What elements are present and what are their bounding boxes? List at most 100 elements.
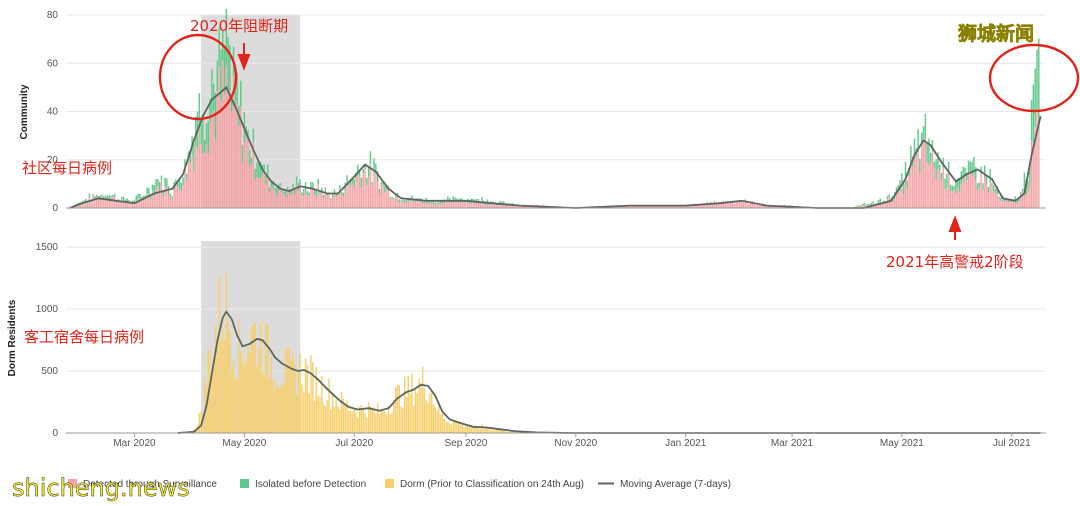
dorm-bar	[292, 352, 294, 433]
dorm-bar	[398, 385, 400, 433]
surveillance-bar	[672, 205, 674, 208]
isolated-bar	[200, 123, 202, 145]
surveillance-bar	[627, 206, 629, 208]
legend: Detected through Surveillance Isolated be…	[68, 479, 731, 490]
dorm-bar	[261, 371, 264, 433]
surveillance-bar	[749, 201, 752, 208]
dorm-bar	[468, 426, 471, 433]
isolated-bar	[182, 177, 184, 186]
surveillance-bar	[225, 65, 228, 209]
dorm-bar	[512, 430, 514, 433]
surveillance-bar	[897, 188, 899, 208]
dorm-bar	[474, 425, 476, 433]
surveillance-bar	[241, 161, 244, 208]
isolated-bar	[937, 152, 939, 170]
isolated-bar	[987, 186, 990, 193]
surveillance-bar	[285, 197, 287, 208]
isolated-bar	[984, 165, 986, 178]
surveillance-bar	[348, 185, 350, 208]
surveillance-bar	[915, 156, 918, 208]
surveillance-bar	[200, 144, 202, 208]
dorm-bar	[250, 325, 253, 433]
circuit-breaker-annotation: 2020年阻断期	[190, 17, 288, 35]
surveillance-bar	[461, 201, 464, 208]
surveillance-bar	[308, 195, 310, 208]
surveillance-bar	[229, 90, 231, 208]
dorm-bar	[214, 325, 217, 433]
surveillance-bar	[924, 138, 927, 208]
surveillance-bar	[375, 172, 377, 208]
surveillance-bar	[463, 203, 465, 208]
surveillance-bar	[708, 204, 710, 208]
surveillance-bar	[695, 204, 698, 208]
surveillance-bar	[122, 198, 125, 208]
x-tick-label: Mar 2021	[771, 438, 814, 449]
surveillance-bar	[1023, 186, 1026, 208]
surveillance-bar	[214, 138, 217, 208]
surveillance-bar	[202, 153, 204, 208]
isolated-bar	[299, 179, 301, 185]
surveillance-bar	[389, 199, 391, 208]
surveillance-bar	[104, 197, 107, 208]
isolated-bar	[331, 193, 334, 198]
isolated-bar	[322, 195, 325, 199]
surveillance-bar	[194, 145, 197, 208]
surveillance-bar	[130, 203, 132, 208]
isolated-bar	[908, 167, 910, 177]
surveillance-bar	[135, 200, 137, 208]
isolated-bar	[178, 179, 181, 189]
surveillance-bar	[485, 204, 487, 208]
surveillance-bar	[472, 202, 474, 208]
isolated-bar	[99, 196, 101, 198]
surveillance-bar	[439, 202, 442, 208]
surveillance-bar	[360, 187, 363, 208]
surveillance-bar	[1005, 200, 1008, 208]
dorm-bar	[216, 339, 219, 433]
surveillance-bar	[420, 201, 422, 208]
surveillance-bar	[402, 201, 404, 208]
isolated-bar	[865, 204, 867, 207]
isolated-bar	[929, 152, 932, 163]
isolated-bar	[957, 178, 959, 188]
surveillance-bar	[769, 205, 772, 208]
dorm-bar	[357, 417, 359, 433]
surveillance-bar	[421, 203, 424, 208]
isolated-bar	[274, 188, 276, 191]
surveillance-bar	[890, 200, 892, 208]
surveillance-bar	[366, 185, 368, 208]
x-tick-label: Jul 2020	[335, 438, 373, 449]
brand-title: 狮城新闻	[958, 22, 1034, 45]
surveillance-bar	[94, 198, 96, 208]
dorm-bar	[213, 357, 215, 433]
dorm-bar	[364, 413, 366, 433]
surveillance-bar	[888, 196, 890, 208]
dorm-bar	[506, 431, 509, 433]
y-tick-label: 1000	[36, 304, 59, 315]
dorm-bar	[488, 427, 491, 433]
surveillance-bar	[149, 199, 152, 208]
isolated-bar	[92, 194, 94, 196]
dorm-bar	[452, 421, 455, 433]
isolated-bar	[283, 191, 285, 194]
surveillance-bar	[679, 205, 682, 208]
surveillance-bar	[380, 184, 382, 208]
dorm-bar	[394, 387, 397, 433]
surveillance-bar	[216, 91, 219, 208]
dorm-bar	[279, 387, 282, 433]
isolated-bar	[101, 194, 103, 197]
isolated-bar	[362, 169, 364, 174]
isolated-bar	[859, 205, 862, 206]
x-tick-label: Jan 2021	[665, 438, 707, 449]
surveillance-bar	[324, 191, 327, 208]
dorm-bar	[501, 429, 503, 433]
isolated-bar	[975, 167, 977, 181]
isolated-bar	[216, 60, 219, 92]
isolated-bar	[402, 199, 404, 202]
surveillance-bar	[994, 192, 997, 208]
surveillance-bar	[501, 202, 503, 208]
surveillance-bar	[859, 205, 862, 208]
surveillance-bar	[182, 185, 184, 208]
dorm-bar	[256, 365, 258, 433]
surveillance-bar	[294, 194, 296, 208]
isolated-bar	[928, 138, 930, 165]
